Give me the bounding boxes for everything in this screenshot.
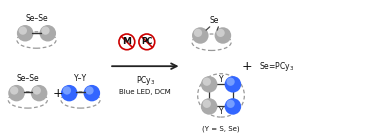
Circle shape [217,29,225,37]
Circle shape [201,98,217,115]
Circle shape [225,98,241,115]
Circle shape [31,85,47,101]
Circle shape [85,86,94,95]
Circle shape [41,26,50,35]
Circle shape [84,85,100,101]
Text: Se–Se: Se–Se [17,74,39,83]
Text: PC: PC [141,37,152,46]
Text: Se: Se [210,16,219,25]
Circle shape [203,78,211,86]
Text: +: + [242,60,253,73]
Circle shape [226,100,235,108]
Text: PCy$_3$: PCy$_3$ [136,74,155,87]
Circle shape [8,85,25,101]
Text: +: + [53,87,63,100]
Circle shape [63,86,71,95]
Circle shape [215,27,231,44]
Text: Y–Y: Y–Y [74,74,87,83]
Text: M: M [122,37,132,46]
Circle shape [61,85,77,101]
Text: (Y = S, Se): (Y = S, Se) [202,125,240,132]
Circle shape [225,76,241,93]
Circle shape [17,25,34,42]
Circle shape [194,29,202,37]
Text: Blue LED, DCM: Blue LED, DCM [119,89,171,95]
Circle shape [203,100,211,108]
Circle shape [10,86,19,95]
Circle shape [226,78,235,86]
Circle shape [19,26,27,35]
Circle shape [192,27,209,44]
Text: Se–Se: Se–Se [25,14,48,23]
Circle shape [39,25,56,42]
Text: Y: Y [219,107,223,116]
Text: Y: Y [219,75,223,84]
Circle shape [201,76,217,93]
Text: Se=PCy$_3$: Se=PCy$_3$ [259,60,294,73]
Circle shape [33,86,41,95]
